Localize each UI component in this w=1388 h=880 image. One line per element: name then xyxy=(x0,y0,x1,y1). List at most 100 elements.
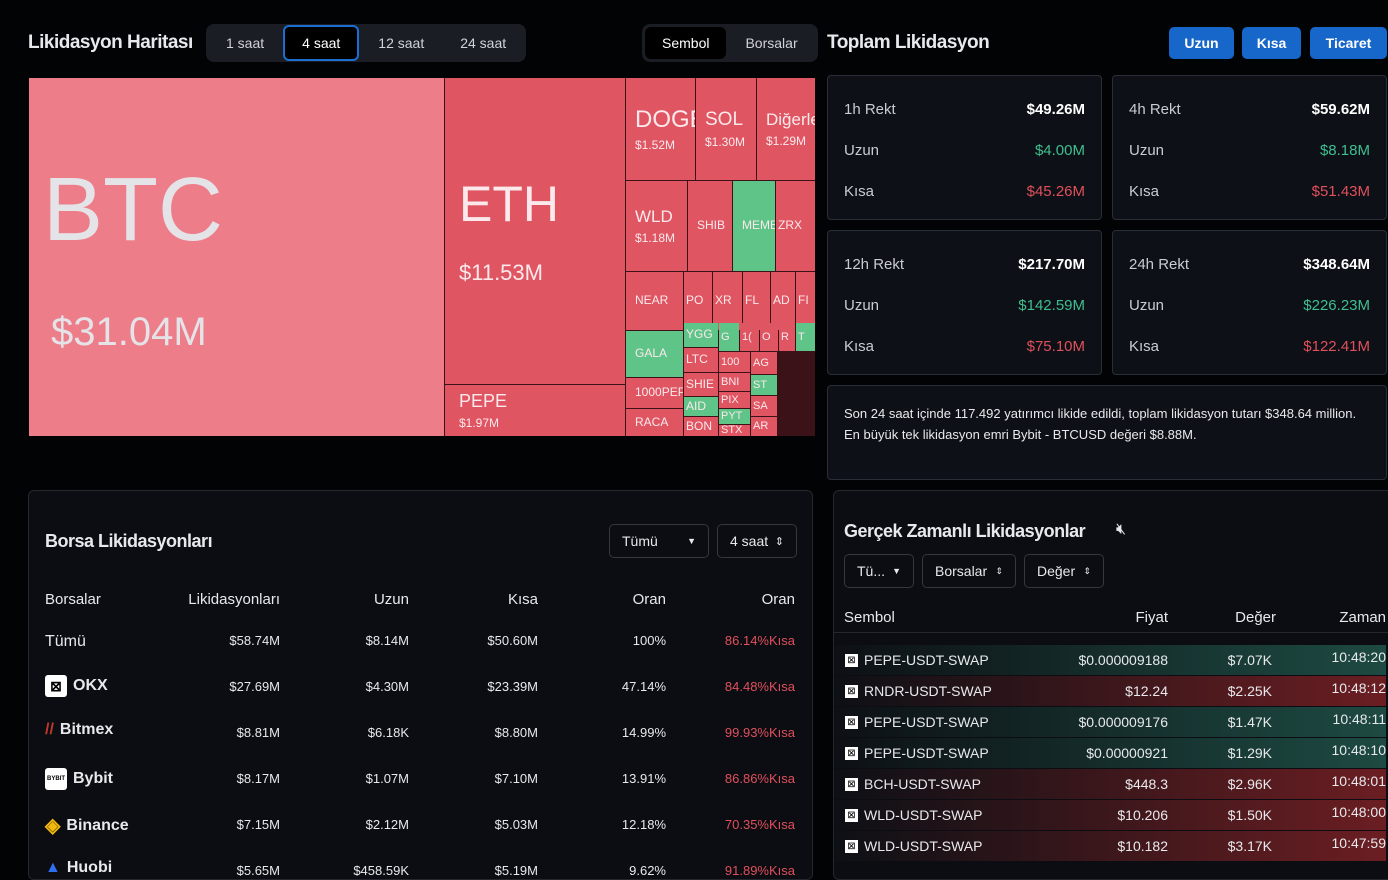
treemap-cell[interactable]: T xyxy=(796,323,815,351)
treemap-cell[interactable]: AG xyxy=(751,352,777,374)
liquidation-row[interactable]: ⊠ PEPE-USDT-SWAP $0.000009188 $7.07K 10:48:2… xyxy=(835,645,1386,675)
filter[interactable]: Değer ⇕ xyxy=(1024,554,1104,588)
treemap-cell[interactable]: SHIB xyxy=(688,181,732,271)
table-header: Uzun xyxy=(373,591,409,608)
treemap-cell[interactable]: R xyxy=(779,323,795,351)
treemap-cell[interactable]: ETH $11.53M xyxy=(445,78,625,384)
treemap-cell[interactable]: FI xyxy=(796,272,815,330)
time-tab[interactable]: 4 saat xyxy=(283,25,360,61)
treemap-cell[interactable]: YGG xyxy=(684,323,718,347)
cell-label: SHIE xyxy=(686,376,715,391)
cell-label: ETH xyxy=(459,176,559,233)
treemap-cell[interactable]: Diğerleri $1.29M xyxy=(757,78,815,180)
treemap-cell[interactable]: FL xyxy=(743,272,770,330)
exchange-name: BYBIT Bybit xyxy=(45,767,113,790)
liquidation-row[interactable]: ⊠ RNDR-USDT-SWAP $12.24 $2.25K 10:48:12 xyxy=(835,676,1386,706)
cell-value: $1.97M xyxy=(459,415,500,430)
action-button[interactable]: Uzun xyxy=(1169,27,1234,59)
time-tab[interactable]: 12 saat xyxy=(378,35,425,51)
filter[interactable]: Tümü ▼ xyxy=(609,524,709,558)
symbol: ⊠ PEPE-USDT-SWAP xyxy=(845,745,989,761)
treemap-cell[interactable]: 1000PEP xyxy=(626,378,683,408)
treemap-cell[interactable]: MEME xyxy=(733,181,775,271)
stat-label: Kısa xyxy=(844,338,875,355)
divider xyxy=(834,632,1388,633)
table-cell: $5.65M xyxy=(236,863,280,878)
treemap-cell[interactable]: XR xyxy=(713,272,742,330)
view-tab[interactable]: Sembol xyxy=(645,27,727,59)
treemap-cell[interactable]: AR xyxy=(751,417,777,436)
treemap-cell[interactable]: DOGE $1.52M xyxy=(626,78,695,180)
action-button[interactable]: Ticaret xyxy=(1310,27,1387,59)
treemap-cell[interactable]: NEAR xyxy=(626,272,683,330)
symbol: ⊠ PEPE-USDT-SWAP xyxy=(845,652,989,668)
cell-label: BNI xyxy=(721,375,740,388)
treemap-cell[interactable]: 100 xyxy=(719,352,750,372)
treemap-cell[interactable]: SA xyxy=(751,396,777,416)
cell-label: 1000PEP xyxy=(635,385,683,400)
filter[interactable]: Borsalar ⇕ xyxy=(922,554,1016,588)
cell-label: BTC xyxy=(43,159,223,260)
table-cell: $8.14M xyxy=(365,633,409,648)
time-tab[interactable]: 24 saat xyxy=(460,35,507,51)
table-cell: 70.35%Kısa xyxy=(724,817,795,832)
liquidation-row[interactable]: ⊠ PEPE-USDT-SWAP $0.000009176 $1.47K 10:48:1… xyxy=(835,707,1386,737)
liquidation-row[interactable]: ⊠ WLD-USDT-SWAP $10.182 $3.17K 10:47:59 xyxy=(835,831,1386,861)
row-cell: $0.000009188 xyxy=(1078,652,1168,668)
treemap-cell[interactable]: PO xyxy=(684,272,712,330)
time-tab[interactable]: 1 saat xyxy=(226,35,265,51)
table-cell: $8.80M xyxy=(494,725,538,740)
cell-label: AR xyxy=(753,420,769,433)
treemap-cell[interactable]: PYT xyxy=(719,409,750,424)
stat-label: Uzun xyxy=(844,297,880,314)
treemap-cell[interactable]: G xyxy=(719,323,739,351)
treemap-cell[interactable]: O xyxy=(760,323,778,351)
treemap-cell[interactable]: WLD $1.18M xyxy=(626,181,687,271)
stat-value: $4.00M xyxy=(1034,142,1085,159)
view-tab[interactable]: Borsalar xyxy=(745,35,798,51)
cell-label: PO xyxy=(686,293,704,308)
liquidation-row[interactable]: ⊠ WLD-USDT-SWAP $10.206 $1.50K 10:48:00 xyxy=(835,800,1386,830)
liquidation-row[interactable]: ⊠ PEPE-USDT-SWAP $0.00000921 $1.29K 10:48:10 xyxy=(835,738,1386,768)
exchange-panel: Borsa Likidasyonları Tümü ▼ 4 saat ⇕ Borsa… xyxy=(28,490,813,880)
stat-value: $75.10M xyxy=(1026,338,1085,355)
table-header: Zaman xyxy=(1339,609,1386,626)
mute-icon[interactable]: 🔇︎ xyxy=(1116,521,1127,538)
treemap-cell[interactable]: SHIE xyxy=(684,373,718,396)
symbol: ⊠ WLD-USDT-SWAP xyxy=(845,807,982,823)
treemap-cell[interactable]: BTC $31.04M xyxy=(29,78,444,436)
treemap-cell[interactable]: STX xyxy=(719,425,750,436)
treemap-cell[interactable]: BON xyxy=(684,417,718,436)
caret: ⇕ xyxy=(995,565,1003,576)
cell-label: MEME xyxy=(742,218,775,233)
table-header: Likidasyonları xyxy=(188,591,280,608)
cell-value: $11.53M xyxy=(459,259,543,285)
action-button[interactable]: Kısa xyxy=(1242,27,1301,59)
cell-label: WLD xyxy=(635,207,673,227)
cell-value: $1.18M xyxy=(635,230,676,245)
treemap-cell[interactable]: SOL $1.30M xyxy=(696,78,756,180)
treemap-cell[interactable]: RACA xyxy=(626,409,683,436)
filter[interactable]: 4 saat ⇕ xyxy=(717,524,797,558)
cell-label: STX xyxy=(721,425,743,436)
liquidation-row[interactable]: ⊠ BCH-USDT-SWAP $448.3 $2.96K 10:48:01 xyxy=(835,769,1386,799)
treemap-cell[interactable]: GALA xyxy=(626,331,683,377)
table-cell: 86.86%Kısa xyxy=(724,771,795,786)
stat-value: $217.70M xyxy=(1018,256,1085,273)
treemap-cell[interactable]: ZRX xyxy=(776,181,815,271)
treemap-cell[interactable]: BNI xyxy=(719,373,750,391)
treemap-cell[interactable]: LTC xyxy=(684,348,718,372)
treemap-cell[interactable]: PIX xyxy=(719,392,750,408)
treemap-cell[interactable]: PEPE $1.97M xyxy=(445,385,625,436)
stat-label: Uzun xyxy=(1129,142,1165,159)
table-cell: $8.17M xyxy=(236,771,280,786)
filter[interactable]: Tü... ▼ xyxy=(844,554,914,588)
treemap-cell[interactable]: ST xyxy=(751,375,777,395)
treemap-cell[interactable]: 1( xyxy=(740,323,759,351)
cell-label: FL xyxy=(745,293,760,308)
cell-label: SOL xyxy=(705,109,744,131)
treemap-cell[interactable]: AD xyxy=(771,272,795,330)
summary-line: Son 24 saat içinde 117.492 yatırımcı lik… xyxy=(844,406,1357,421)
treemap-cell[interactable]: AID xyxy=(684,397,718,416)
